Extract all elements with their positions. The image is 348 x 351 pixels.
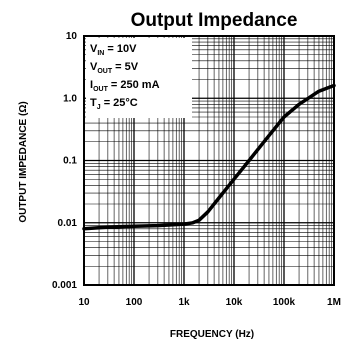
y-tick-label: 0.1 (63, 156, 77, 167)
y-axis-label: OUTPUT IMPEDANCE (Ω) (18, 101, 29, 222)
test-condition-line: TJ = 25°C (90, 97, 138, 111)
plot-frame (83, 35, 335, 286)
x-tick-label: 100 (126, 297, 143, 308)
test-conditions-background (86, 38, 192, 118)
x-tick-label: 1k (178, 297, 190, 308)
x-tick-label: 10 (78, 297, 90, 308)
y-tick-label: 0.001 (52, 280, 77, 291)
x-tick-label: 1M (327, 297, 341, 308)
impedance-curve (82, 83, 336, 231)
y-tick-label: 0.01 (58, 218, 78, 229)
test-condition-line: VOUT = 5V (90, 61, 139, 75)
impedance-curves (82, 83, 336, 231)
test-conditions-box: VIN = 10V VOUT = 5V IOUT = 250 mA TJ = 25°C (86, 38, 192, 118)
chart-title: Output Impedance (131, 10, 298, 31)
y-tick-labels: 10 1.0 0.1 0.01 0.001 (52, 31, 77, 291)
y-tick-label: 10 (66, 31, 78, 42)
y-tick-label: 1.0 (63, 93, 77, 104)
x-tick-labels: 10 100 1k 10k 100k 1M (78, 297, 341, 308)
x-tick-label: 10k (226, 297, 243, 308)
x-axis-label: FREQUENCY (Hz) (170, 329, 254, 340)
x-tick-label: 100k (273, 297, 296, 308)
test-condition-line: VIN = 10V (90, 43, 137, 57)
test-condition-line: IOUT = 250 mA (90, 79, 160, 93)
